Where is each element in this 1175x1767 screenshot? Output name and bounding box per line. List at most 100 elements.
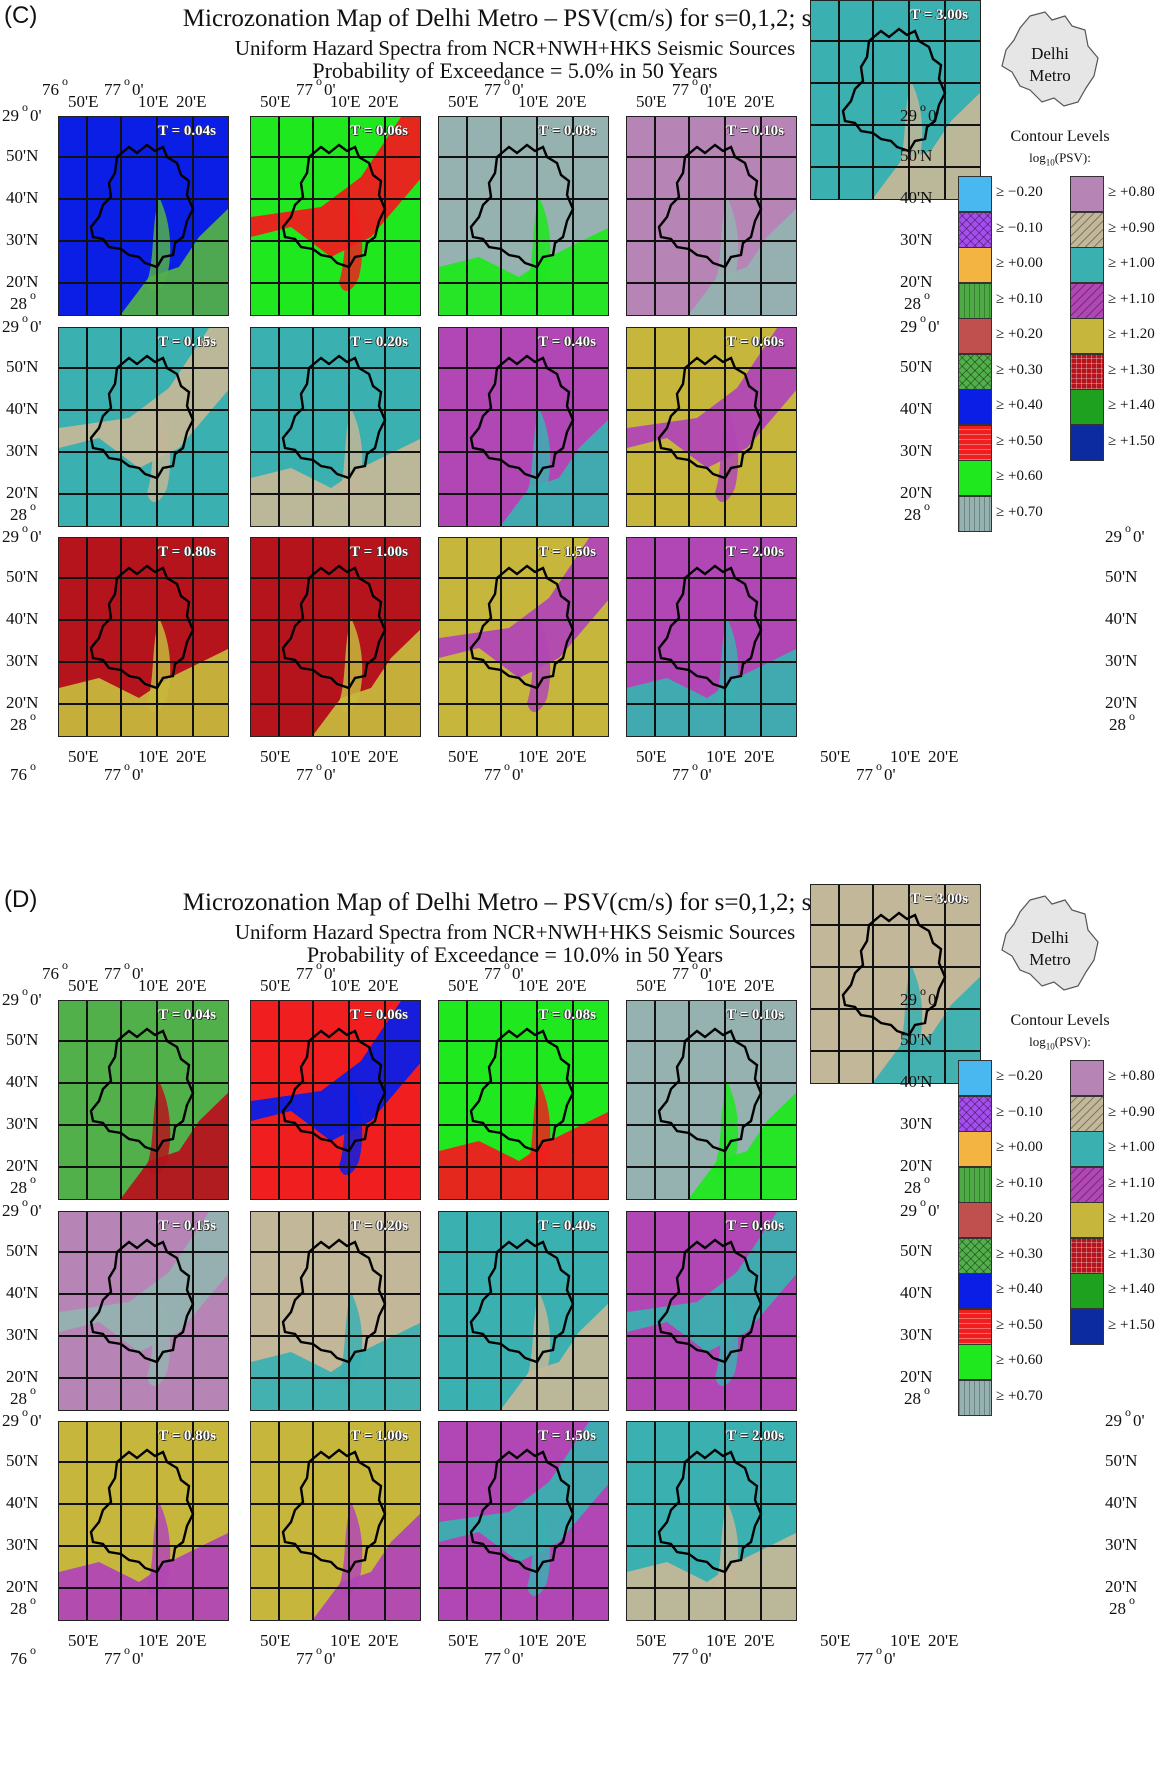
legend-label: ≥ +0.80 [1108, 184, 1155, 200]
lat-label-29: 29 [2, 106, 19, 125]
contour-region [527, 1502, 551, 1597]
lon-label-10e-bottom: 10'E [138, 1631, 169, 1650]
lat-label-28-right-degree: o [924, 1172, 930, 1186]
lat-label-29-degree: o [22, 1195, 28, 1209]
lon-label-10e: 10'E [330, 92, 361, 111]
legend-label: ≥ +1.50 [1108, 1316, 1155, 1333]
contour-region [339, 197, 363, 292]
period-label: T = 0.40s [538, 334, 596, 350]
lon-label-77-bottom: 77 [104, 1649, 121, 1668]
lon-label-20e: 20'E [744, 976, 775, 995]
lon-label-10e: 10'E [706, 92, 737, 111]
lon-label-50e: 50'E [448, 92, 479, 111]
contour-region [527, 1081, 551, 1176]
legend-swatch [1070, 247, 1104, 283]
contour-map: T = 0.04s [58, 1000, 229, 1200]
legend-label: ≥ +1.30 [1108, 361, 1155, 378]
lon-label-50e: 50'E [68, 92, 99, 111]
legend-swatch [1070, 318, 1104, 354]
lat-label-20n: 20'N [6, 483, 39, 502]
lat-label-50n: 50'N [6, 1451, 39, 1470]
lat-label-50n-right: 50'N [1105, 1451, 1138, 1470]
period-label: T = 0.06s [350, 1007, 408, 1023]
lon-label-10e-bottom: 10'E [330, 1631, 361, 1650]
contour-map-canvas [627, 538, 796, 736]
map-title: Microzonation Map of Delhi Metro – PSV(c… [182, 5, 847, 36]
lat-label-50n: 50'N [6, 357, 39, 376]
lat-label-29-right: 29 [1105, 527, 1122, 546]
legend-label: ≥ +0.60 [996, 1352, 1043, 1368]
lat-label-29-right-degree: o [920, 984, 926, 998]
contour-region [715, 1502, 739, 1597]
legend-label: ≥ +0.00 [996, 255, 1043, 271]
contour-region [147, 618, 171, 713]
lon-label-77: 77 [672, 964, 689, 983]
contour-region [147, 408, 171, 503]
lat-label-28-right: 28 [1109, 1599, 1126, 1618]
contour-map-canvas [439, 117, 608, 315]
legend-swatch [958, 353, 992, 390]
lon-label-20e-bottom: 20'E [556, 747, 587, 766]
lon-label-50e: 50'E [636, 976, 667, 995]
lon-label-50e: 50'E [260, 92, 291, 111]
lat-label-30n: 30'N [6, 651, 39, 670]
period-label: T = 3.00s [910, 7, 968, 23]
legend-swatch [1070, 282, 1104, 319]
lon-label-50e-bottom: 50'E [448, 1631, 479, 1650]
delhi-boundary [469, 1238, 575, 1364]
lat-label-20n-right: 20'N [900, 1156, 933, 1175]
lat-label-28: 28 [10, 505, 27, 524]
contour-region [627, 1532, 796, 1620]
lon-label-77-bottom-min: 0' [700, 765, 712, 784]
lon-label-50e-bottom: 50'E [68, 747, 99, 766]
contour-region [715, 408, 739, 503]
lat-label-28-right: 28 [904, 294, 921, 313]
delhi-boundary [657, 1448, 763, 1574]
lat-label-50n-right: 50'N [900, 1241, 933, 1260]
period-label: T = 0.10s [726, 1007, 784, 1023]
contour-region [715, 618, 739, 713]
probability-label: Probability of Exceedance = 10.0% in 50 … [306, 941, 724, 967]
inset-label-metro: Metro [1029, 950, 1071, 969]
legend-label: ≥ +0.50 [996, 1316, 1043, 1333]
lat-label-28: 28 [10, 1178, 27, 1197]
contour-map-canvas [627, 1001, 796, 1199]
lat-label-28-degree: o [30, 709, 36, 723]
lon-label-77-bottom-degree: o [124, 1643, 130, 1657]
lon-label-50e: 50'E [448, 976, 479, 995]
delhi-outline-icon [1001, 895, 1099, 991]
panel-title-block: Microzonation Map of Delhi Metro – PSV(c… [115, 889, 915, 967]
legend-swatch [1070, 176, 1104, 212]
lat-label-28-right: 28 [904, 505, 921, 524]
contour-map-canvas [627, 1212, 796, 1410]
contour-map-canvas [251, 117, 420, 315]
contour-map-canvas [811, 885, 980, 1083]
lat-label-30n: 30'N [6, 1114, 39, 1133]
lon-label-20e: 20'E [368, 92, 399, 111]
contour-region [688, 1092, 796, 1199]
contour-region [899, 965, 923, 1060]
legend-label: ≥ +0.30 [996, 361, 1043, 378]
legend-swatch [1070, 1273, 1104, 1309]
lon-label-77: 77 [484, 964, 501, 983]
legend-swatch [958, 1095, 992, 1132]
lon-label-77-min: 0' [324, 964, 336, 983]
lon-label-77: 77 [104, 964, 121, 983]
legend-label: ≥ +0.40 [996, 397, 1043, 413]
map-subtitle: Uniform Hazard Spectra from NCR+NWH+HKS … [234, 35, 796, 60]
lon-label-77: 77 [104, 80, 121, 99]
lat-label-29-right-min: 0' [1133, 1411, 1145, 1430]
lon-label-77-min: 0' [700, 964, 712, 983]
lon-label-76-bottom: 76 [10, 765, 27, 784]
lat-label-30n: 30'N [6, 441, 39, 460]
lon-label-76-bottom-degree: o [30, 759, 36, 773]
delhi-boundary [89, 564, 195, 690]
contour-region [251, 438, 420, 526]
contour-map: T = 0.10s [626, 116, 797, 316]
panel-title-block: Microzonation Map of Delhi Metro – PSV(c… [115, 5, 915, 82]
contour-region [120, 208, 228, 315]
lat-label-50n-right: 50'N [900, 357, 933, 376]
lon-label-20e-bottom: 20'E [744, 1631, 775, 1650]
lat-label-28-right-degree: o [924, 288, 930, 302]
lat-label-40n-right: 40'N [900, 1283, 933, 1302]
